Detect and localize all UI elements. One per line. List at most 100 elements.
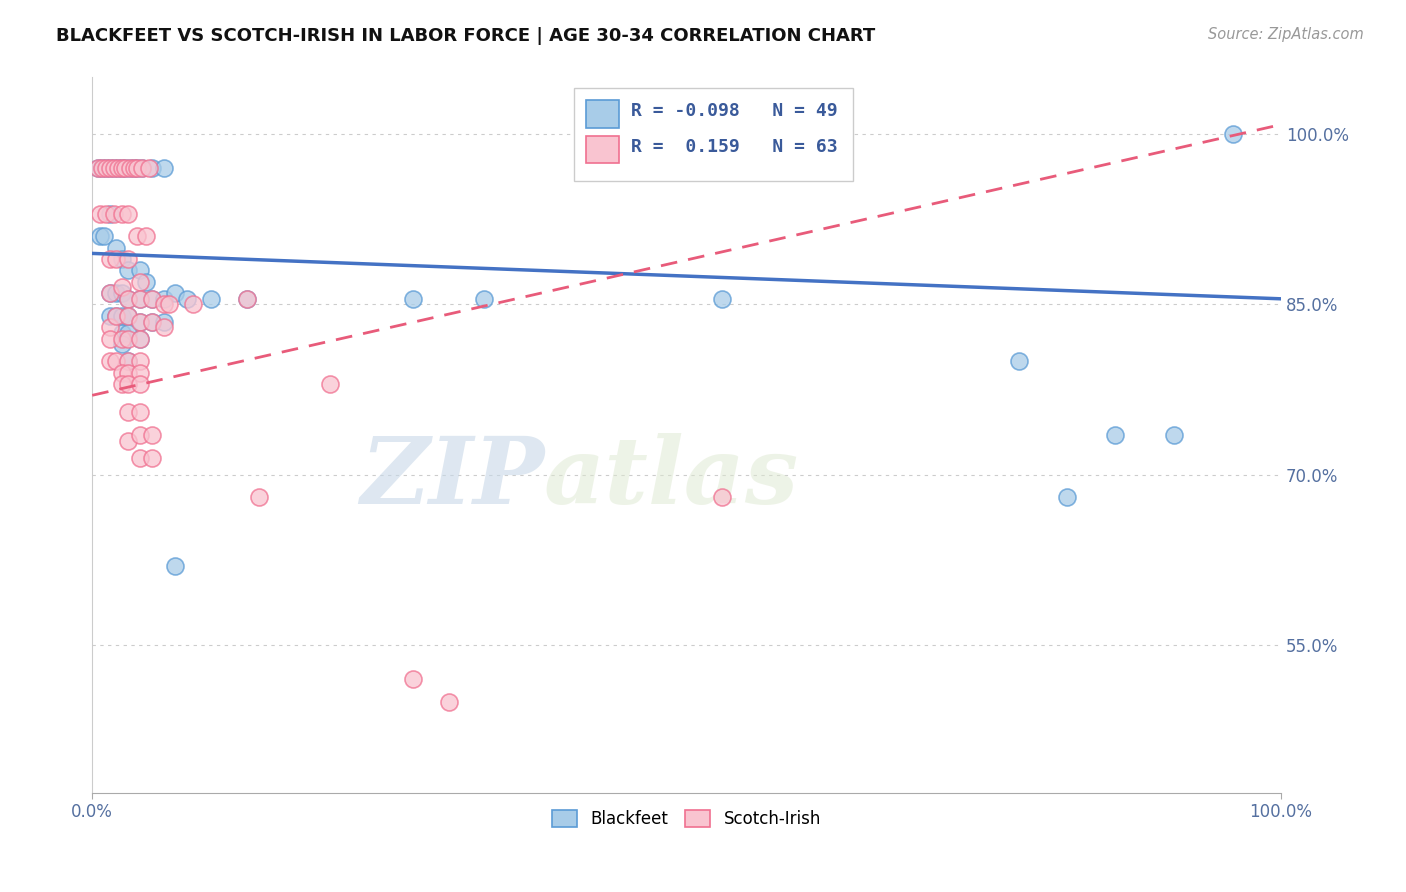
Text: R =  0.159   N = 63: R = 0.159 N = 63 — [631, 138, 838, 156]
FancyBboxPatch shape — [585, 136, 619, 163]
Point — [96, 161, 118, 176]
Point — [128, 332, 150, 346]
Point — [1104, 428, 1126, 442]
Point — [117, 292, 139, 306]
Point — [128, 354, 150, 368]
Point — [235, 292, 257, 306]
Point — [128, 314, 150, 328]
Point — [111, 161, 134, 176]
Point — [235, 292, 257, 306]
Point — [111, 337, 134, 351]
Point — [128, 376, 150, 391]
Point — [135, 229, 157, 244]
Text: ZIP: ZIP — [360, 433, 544, 523]
Point — [128, 450, 150, 465]
Point — [141, 450, 163, 465]
Point — [104, 354, 127, 368]
FancyBboxPatch shape — [585, 100, 619, 128]
Point — [402, 672, 425, 686]
Point — [1222, 127, 1244, 141]
Point — [122, 161, 145, 176]
Point — [128, 366, 150, 380]
Point — [117, 332, 139, 346]
Point — [104, 309, 127, 323]
Point — [104, 309, 127, 323]
Point — [98, 332, 121, 346]
Point — [111, 376, 134, 391]
Point — [117, 309, 139, 323]
Point — [104, 286, 127, 301]
Point — [89, 207, 111, 221]
Point — [176, 292, 198, 306]
Point — [141, 314, 163, 328]
Point — [117, 292, 139, 306]
Point — [111, 280, 134, 294]
Point — [141, 161, 163, 176]
Point — [128, 428, 150, 442]
Point — [103, 161, 125, 176]
Point — [128, 332, 150, 346]
Point — [111, 161, 134, 176]
Point — [98, 354, 121, 368]
Point — [117, 354, 139, 368]
Point — [128, 405, 150, 419]
Text: Source: ZipAtlas.com: Source: ZipAtlas.com — [1208, 27, 1364, 42]
Point — [117, 326, 139, 340]
Point — [1056, 491, 1078, 505]
Point — [114, 161, 136, 176]
Point — [111, 332, 134, 346]
Point — [87, 161, 110, 176]
Point — [127, 161, 149, 176]
Point — [117, 207, 139, 221]
Point — [117, 309, 139, 323]
Point — [96, 161, 118, 176]
Point — [152, 161, 174, 176]
Point — [117, 354, 139, 368]
Point — [128, 292, 150, 306]
Point — [128, 275, 150, 289]
Point — [98, 161, 121, 176]
Point — [437, 695, 460, 709]
Point — [127, 229, 149, 244]
Point — [111, 252, 134, 266]
Point — [120, 161, 142, 176]
Point — [117, 366, 139, 380]
Point — [117, 263, 139, 277]
Point — [128, 314, 150, 328]
Text: atlas: atlas — [544, 433, 799, 523]
Point — [128, 263, 150, 277]
Point — [90, 161, 112, 176]
Point — [141, 292, 163, 306]
Point — [104, 241, 127, 255]
Point — [117, 434, 139, 448]
Point — [1008, 354, 1031, 368]
Point — [152, 314, 174, 328]
Point — [117, 405, 139, 419]
Text: BLACKFEET VS SCOTCH-IRISH IN LABOR FORCE | AGE 30-34 CORRELATION CHART: BLACKFEET VS SCOTCH-IRISH IN LABOR FORCE… — [56, 27, 876, 45]
Point — [89, 229, 111, 244]
Point — [111, 286, 134, 301]
Point — [165, 286, 187, 301]
Point — [107, 161, 129, 176]
Point — [93, 229, 115, 244]
Point — [152, 292, 174, 306]
Point — [138, 161, 160, 176]
Point — [111, 207, 134, 221]
Point — [165, 558, 187, 573]
Point — [103, 207, 125, 221]
Point — [181, 297, 204, 311]
Point — [114, 161, 136, 176]
Point — [152, 297, 174, 311]
Point — [159, 297, 181, 311]
Point — [98, 320, 121, 334]
Point — [135, 275, 157, 289]
Point — [103, 161, 125, 176]
Point — [247, 491, 270, 505]
Point — [131, 161, 153, 176]
Point — [402, 292, 425, 306]
Point — [319, 376, 342, 391]
Point — [111, 309, 134, 323]
Point — [1163, 428, 1185, 442]
Point — [111, 366, 134, 380]
Point — [117, 376, 139, 391]
